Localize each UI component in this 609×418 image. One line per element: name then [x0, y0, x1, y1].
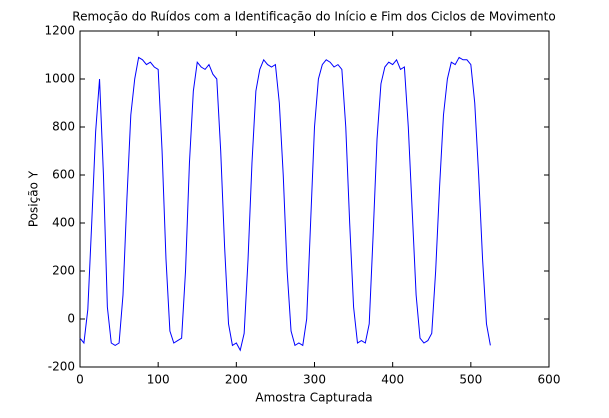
y-tick-label: 200: [52, 264, 75, 278]
x-axis-label: Amostra Capturada: [255, 391, 372, 405]
x-tick-label: 400: [381, 373, 404, 387]
x-tick-label: 0: [76, 373, 84, 387]
x-tick-label: 200: [225, 373, 248, 387]
chart-title: Remoção do Ruídos com a Identificação do…: [72, 10, 555, 24]
plot-area: [79, 30, 550, 368]
y-tick-label: -200: [48, 360, 75, 374]
x-tick-label: 100: [147, 373, 170, 387]
y-tick-label: 600: [52, 168, 75, 182]
x-tick-label: 600: [538, 373, 561, 387]
y-tick-label: 1000: [44, 72, 75, 86]
y-tick-label: 0: [67, 312, 75, 326]
data-line: [79, 56, 491, 352]
y-axis-label: Posição Y: [27, 170, 41, 227]
y-tick-label: 400: [52, 216, 75, 230]
y-tick-label: 1200: [44, 24, 75, 38]
y-tick-label: 800: [52, 120, 75, 134]
x-tick-label: 500: [459, 373, 482, 387]
x-tick-label: 300: [303, 373, 326, 387]
